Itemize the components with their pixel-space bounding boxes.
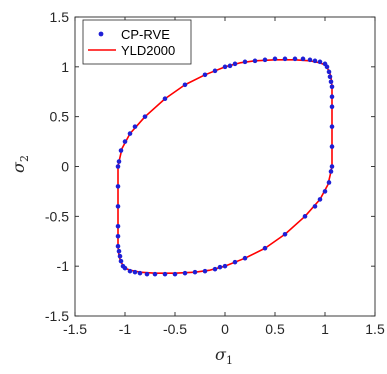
data-point-cp-rve-1 (329, 144, 335, 149)
data-point-cp-rve-34 (115, 164, 121, 169)
data-point-cp-rve-62 (302, 214, 308, 219)
data-point-cp-rve-7 (327, 74, 333, 80)
data-point-cp-rve-15 (292, 56, 298, 62)
data-point-cp-rve-16 (282, 56, 288, 62)
data-point-cp-rve-10 (322, 61, 328, 67)
x-tick-label: 0.5 (265, 321, 285, 337)
data-point-cp-rve-21 (232, 61, 238, 67)
data-point-cp-rve-6 (328, 79, 334, 85)
data-point-cp-rve-27 (162, 96, 168, 102)
data-point-cp-rve-58 (232, 259, 238, 265)
x-tick-label: 1 (321, 321, 329, 337)
data-point-cp-rve-57 (222, 263, 228, 269)
legend-box (82, 19, 192, 65)
data-point-cp-rve-25 (202, 72, 208, 78)
data-point-cp-rve-66 (326, 180, 332, 185)
legend-label-cp-rve: CP-RVE (121, 27, 170, 42)
data-point-cp-rve-17 (272, 56, 278, 62)
data-point-cp-rve-39 (115, 243, 121, 249)
data-point-cp-rve-64 (317, 197, 323, 202)
data-point-cp-rve-18 (262, 57, 268, 63)
data-point-cp-rve-36 (115, 204, 121, 209)
x-axis-label: σ1 (215, 345, 233, 367)
y-tick-label: 0 (61, 159, 69, 175)
data-point-cp-rve-53 (192, 269, 198, 275)
data-point-cp-rve-3 (329, 104, 335, 109)
x-axis-label-subscript: 1 (226, 354, 233, 367)
data-point-cp-rve-56 (217, 264, 223, 270)
data-point-cp-rve-14 (300, 56, 306, 62)
data-point-cp-rve-11 (317, 59, 323, 65)
x-tick-label: 1.5 (365, 321, 385, 337)
data-point-cp-rve-8 (326, 69, 332, 75)
data-point-cp-rve-61 (282, 231, 288, 237)
data-point-cp-rve-23 (222, 64, 228, 70)
data-point-cp-rve-63 (312, 204, 318, 209)
data-point-cp-rve-13 (307, 57, 313, 63)
data-point-cp-rve-37 (115, 224, 121, 229)
data-point-cp-rve-48 (144, 271, 150, 277)
data-point-cp-rve-5 (329, 84, 335, 90)
axes-layer: -1.5 -1 -0.5 0 0.5 1 1.5 -1.5 -1 -0.5 0 0.5 1 1.5 (45, 9, 385, 337)
data-point-cp-rve-12 (312, 58, 318, 64)
data-point-cp-rve-50 (162, 271, 168, 277)
data-point-cp-rve-2 (329, 124, 335, 129)
data-point-cp-rve-35 (115, 184, 121, 189)
data-point-cp-rve-59 (242, 255, 248, 261)
legend-label-yld2000: YLD2000 (121, 43, 175, 58)
data-point-cp-rve-49 (152, 271, 158, 277)
y-tick-label: -1.5 (45, 308, 69, 324)
data-point-cp-rve-24 (212, 68, 218, 74)
data-point-cp-rve-41 (117, 253, 123, 259)
y-axis-label-symbol: σ (9, 161, 28, 173)
legend-marker-cp-rve (98, 31, 104, 37)
x-tick-label: -1.5 (63, 321, 87, 337)
x-tick-label: -0.5 (163, 321, 187, 337)
data-point-cp-rve-47 (137, 270, 143, 276)
legend: CP-RVE YLD2000 (82, 19, 192, 65)
data-layer (115, 56, 335, 277)
data-point-cp-rve-22 (227, 63, 233, 69)
data-point-cp-rve-51 (172, 271, 178, 277)
data-point-cp-rve-19 (252, 58, 258, 64)
y-tick-label: 1.5 (50, 9, 70, 25)
data-point-cp-rve-54 (202, 268, 208, 274)
data-point-cp-rve-55 (212, 266, 218, 272)
data-point-cp-rve-67 (328, 169, 334, 174)
y-tick-label: 0.5 (50, 109, 70, 125)
y-axis-label: σ2 (9, 155, 31, 173)
y-tick-label: -0.5 (45, 208, 69, 224)
data-point-cp-rve-0 (329, 164, 335, 169)
y-axis-label-subscript: 2 (18, 155, 31, 162)
data-point-cp-rve-52 (182, 270, 188, 276)
data-point-cp-rve-65 (322, 189, 328, 194)
data-point-cp-rve-42 (118, 258, 124, 264)
data-point-cp-rve-20 (242, 59, 248, 65)
data-point-cp-rve-28 (142, 114, 148, 119)
data-point-cp-rve-26 (182, 82, 188, 88)
y-tick-label: 1 (61, 59, 69, 75)
data-point-cp-rve-4 (329, 94, 335, 100)
x-tick-label: 0 (221, 321, 229, 337)
y-tick-label: -1 (57, 258, 70, 274)
data-point-cp-rve-31 (122, 139, 128, 144)
data-point-cp-rve-38 (115, 233, 121, 239)
data-point-cp-rve-33 (116, 159, 122, 164)
x-axis-label-symbol: σ (215, 345, 227, 364)
data-point-cp-rve-60 (262, 245, 268, 251)
data-point-cp-rve-46 (132, 269, 138, 275)
data-point-cp-rve-30 (127, 131, 133, 136)
data-point-cp-rve-40 (116, 248, 122, 254)
x-tick-label: -1 (119, 321, 132, 337)
data-point-cp-rve-45 (127, 268, 133, 274)
data-point-cp-rve-44 (122, 265, 128, 271)
data-point-cp-rve-32 (118, 148, 124, 153)
data-point-cp-rve-29 (132, 124, 138, 129)
